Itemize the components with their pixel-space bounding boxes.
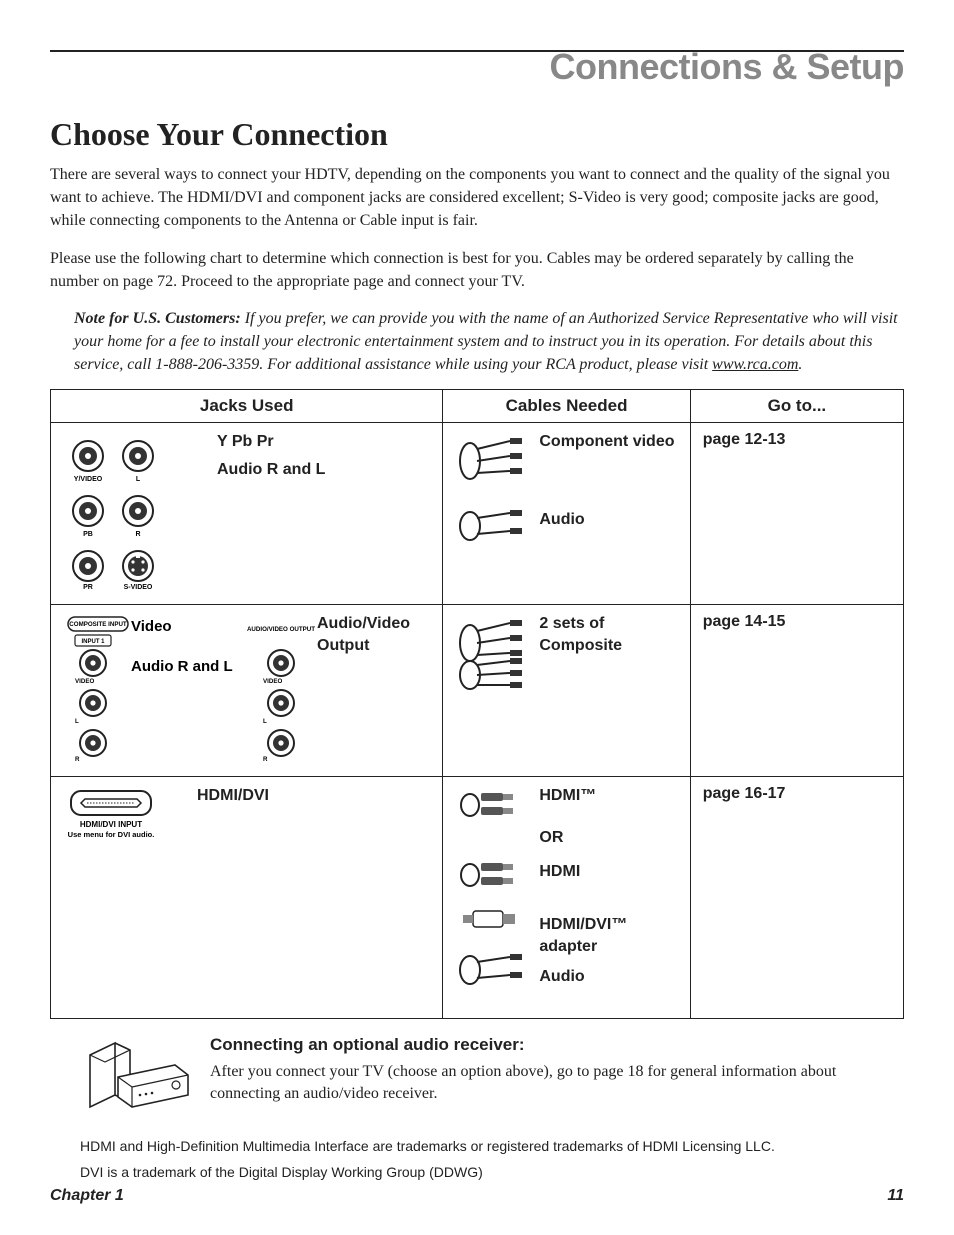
goto-ref: page 16-17 <box>690 776 903 1018</box>
cable-label: HDMI™ <box>539 787 596 804</box>
connection-table: Jacks Used Cables Needed Go to... Y/VIDE… <box>50 389 904 1019</box>
svg-text:Audio R and L: Audio R and L <box>131 658 233 675</box>
av-receiver-icon <box>80 1035 190 1120</box>
svg-text:PB: PB <box>83 531 93 538</box>
cable-label: OR <box>539 827 677 849</box>
page-header-title: Connections & Setup <box>50 46 904 88</box>
svg-text:R: R <box>135 531 140 538</box>
note-link[interactable]: www.rca.com <box>712 356 798 373</box>
th-jacks: Jacks Used <box>51 389 443 422</box>
jack-label: Audio/Video Output <box>317 615 410 654</box>
hdmi-cable-icon <box>455 785 525 1010</box>
svg-text:AUDIO/VIDEO OUTPUT: AUDIO/VIDEO OUTPUT <box>247 626 315 633</box>
cable-label: Component video <box>539 433 674 450</box>
svg-text:Y/VIDEO: Y/VIDEO <box>74 476 103 483</box>
svg-text:R: R <box>263 756 268 763</box>
footer-page: 11 <box>887 1187 904 1205</box>
intro-para-2: Please use the following chart to determ… <box>50 247 904 293</box>
th-cables: Cables Needed <box>443 389 690 422</box>
svg-text:L: L <box>136 476 141 483</box>
component-jacks-icon: Y/VIDEO L PB R <box>63 431 203 596</box>
table-row: Y/VIDEO L PB R <box>51 422 904 604</box>
hdmi-jack-icon: HDMI/DVI INPUT Use menu for DVI audio. <box>63 785 183 850</box>
jack-label: Y Pb Pr <box>217 433 274 450</box>
trademark-1: HDMI and High-Definition Multimedia Inte… <box>80 1138 904 1154</box>
svg-text:L: L <box>75 718 79 725</box>
note-tail: . <box>798 356 802 373</box>
svg-text:Use menu for DVI audio.: Use menu for DVI audio. <box>68 830 155 839</box>
us-customer-note: Note for U.S. Customers: If you prefer, … <box>74 307 904 377</box>
svg-text:S-VIDEO: S-VIDEO <box>124 584 153 591</box>
section-title: Choose Your Connection <box>50 116 904 153</box>
composite-cable-icon <box>455 613 525 698</box>
receiver-body: After you connect your TV (choose an opt… <box>210 1061 904 1106</box>
component-cable-icon <box>455 431 525 566</box>
svg-text:Video: Video <box>131 618 172 635</box>
cable-label: HDMI/DVI™ adapter <box>539 914 677 959</box>
svg-text:VIDEO: VIDEO <box>263 678 282 685</box>
cable-label: 2 sets of Composite <box>539 615 622 654</box>
goto-ref: page 14-15 <box>690 604 903 776</box>
intro-para-1: There are several ways to connect your H… <box>50 163 904 233</box>
jack-label: Audio R and L <box>217 459 325 481</box>
svg-text:VIDEO: VIDEO <box>75 678 94 685</box>
cable-label: Audio <box>539 509 674 531</box>
svg-text:PR: PR <box>83 584 93 591</box>
composite-jacks-icon: COMPOSITE INPUT INPUT 1 VIDEO L R AUDIO/… <box>63 613 323 768</box>
receiver-title: Connecting an optional audio receiver: <box>210 1035 904 1055</box>
table-row: COMPOSITE INPUT INPUT 1 VIDEO L R AUDIO/… <box>51 604 904 776</box>
jack-label: HDMI/DVI <box>197 787 269 804</box>
svg-text:HDMI/DVI INPUT: HDMI/DVI INPUT <box>80 820 142 829</box>
svg-text:L: L <box>263 718 267 725</box>
th-goto: Go to... <box>690 389 903 422</box>
trademark-2: DVI is a trademark of the Digital Displa… <box>80 1164 904 1180</box>
svg-text:COMPOSITE INPUT: COMPOSITE INPUT <box>69 621 127 628</box>
footer-chapter: Chapter 1 <box>50 1187 124 1205</box>
cable-label: HDMI <box>539 861 677 883</box>
svg-text:R: R <box>75 756 80 763</box>
cable-label: Audio <box>539 966 677 988</box>
note-label: Note for U.S. Customers: <box>74 310 241 327</box>
svg-text:INPUT 1: INPUT 1 <box>81 639 105 645</box>
table-row: HDMI/DVI INPUT Use menu for DVI audio. H… <box>51 776 904 1018</box>
goto-ref: page 12-13 <box>690 422 903 604</box>
